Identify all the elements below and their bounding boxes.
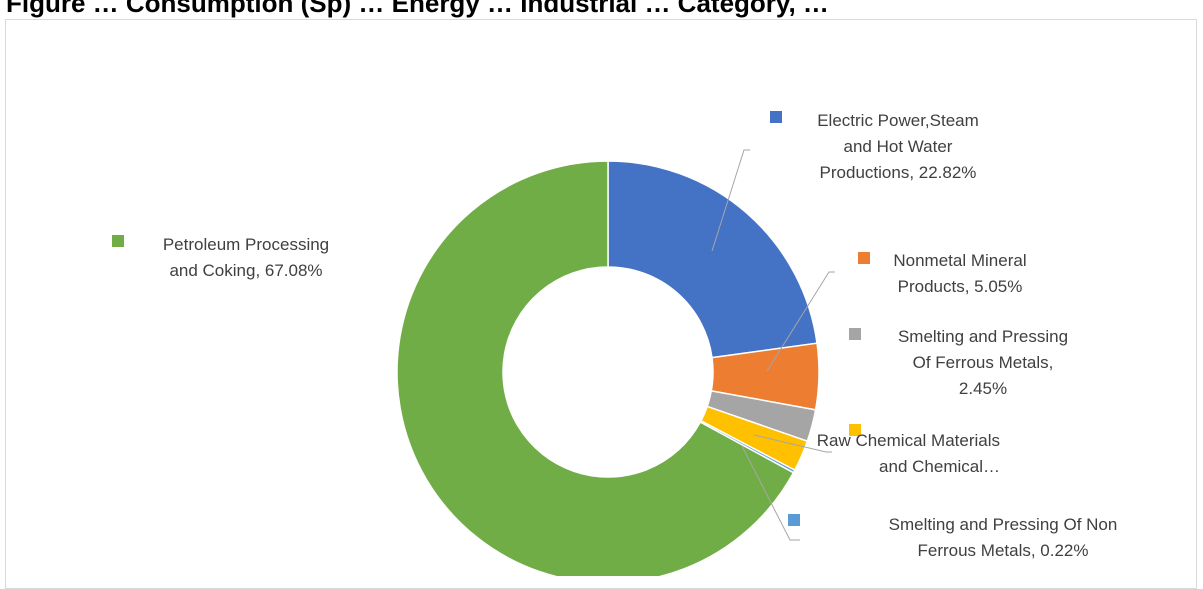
donut-chart: Electric Power,Steam and Hot Water Product… <box>112 111 1118 576</box>
data-label-line: Petroleum Processing <box>163 235 329 254</box>
data-label-line: Electric Power,Steam <box>817 111 979 130</box>
legend-key-petroleum-processing-and-coking <box>112 235 124 247</box>
legend-key-electric-power-steam-and-hot-water-productions <box>770 111 782 123</box>
data-label-smelting-and-pressing-of-non-ferrous-metals: Smelting and Pressing Of Non Ferrous Meta… <box>889 515 1118 560</box>
page-title: Figure … Consumption (Sp) … Energy … Ind… <box>6 0 829 18</box>
data-label-line: Ferrous Metals, 0.22% <box>917 541 1088 560</box>
data-label-line: and Hot Water <box>844 137 953 156</box>
data-label-petroleum-processing-and-coking: Petroleum Processing and Coking, 67.08% <box>163 235 329 280</box>
data-label-line: Raw Chemical Materials <box>817 431 1000 450</box>
data-label-nonmetal-mineral-products: Nonmetal Mineral Products, 5.05% <box>893 251 1026 296</box>
data-label-smelting-and-pressing-of-ferrous-metals: Smelting and Pressing Of Ferrous Metals, 2… <box>898 327 1068 398</box>
data-label-line: and Chemical… <box>879 457 1000 476</box>
donut-slice-electric-power-steam-and-hot-water-productions <box>607 160 818 359</box>
data-label-line: Smelting and Pressing Of Non <box>889 515 1118 534</box>
legend-key-smelting-and-pressing-of-ferrous-metals <box>849 328 861 340</box>
data-label-line: Of Ferrous Metals, <box>913 353 1054 372</box>
legend-key-nonmetal-mineral-products <box>858 252 870 264</box>
leader-line-electric-power-steam-and-hot-water-productions <box>711 149 750 252</box>
leader-line-smelting-and-pressing-of-non-ferrous-metals <box>741 445 800 541</box>
legend-key-smelting-and-pressing-of-non-ferrous-metals <box>788 514 800 526</box>
data-label-line: Nonmetal Mineral <box>893 251 1026 270</box>
donut-slice-petroleum-processing-and-coking <box>396 160 795 576</box>
legend-key-raw-chemical-materials-and-chemical <box>849 424 861 436</box>
data-label-line: Productions, 22.82% <box>820 163 977 182</box>
leader-line-nonmetal-mineral-products <box>766 271 835 372</box>
data-label-line: Smelting and Pressing <box>898 327 1068 346</box>
leader-line-raw-chemical-materials-and-chemical <box>753 434 832 453</box>
data-label-line: 2.45% <box>959 379 1007 398</box>
data-label-electric-power-steam-and-hot-water-productions: Electric Power,Steam and Hot Water Product… <box>817 111 979 182</box>
title-strip: Figure … Consumption (Sp) … Energy … Ind… <box>0 0 1203 20</box>
data-label-line: Products, 5.05% <box>898 277 1023 296</box>
data-label-line: and Coking, 67.08% <box>169 261 322 280</box>
data-label-raw-chemical-materials-and-chemical: Raw Chemical Materials and Chemical… <box>817 431 1000 476</box>
